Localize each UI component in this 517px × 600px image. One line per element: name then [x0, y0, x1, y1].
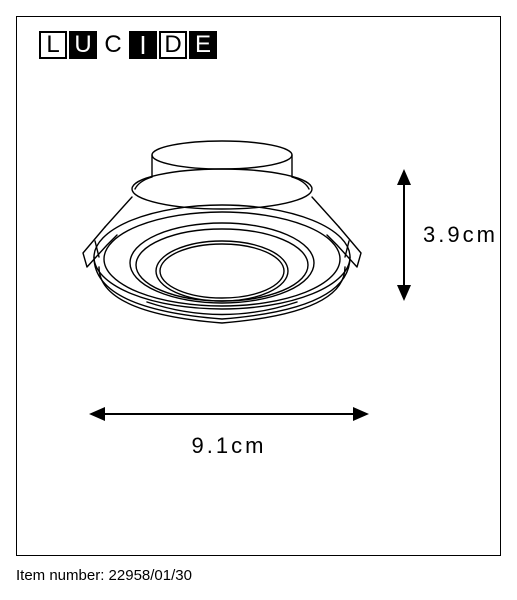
item-number-value: 22958/01/30 — [109, 567, 192, 584]
item-number: Item number: 22958/01/30 — [16, 567, 192, 584]
product-line-drawing — [77, 137, 367, 347]
dimension-width-arrow — [89, 407, 369, 421]
arrowhead-left-icon — [89, 407, 105, 421]
diagram-frame: L U C I D E — [16, 16, 501, 556]
page: L U C I D E — [0, 0, 517, 600]
logo-letter: D — [159, 31, 187, 59]
dimension-height: 3.9cm — [397, 169, 498, 301]
logo-letter: C — [99, 31, 127, 59]
diagram-area: 9.1cm 3.9cm — [17, 77, 502, 547]
dimension-width-label: 9.1cm — [192, 433, 267, 459]
brand-logo: L U C I D E — [39, 31, 217, 59]
logo-letter: L — [39, 31, 67, 59]
arrowhead-down-icon — [397, 285, 411, 301]
arrowhead-right-icon — [353, 407, 369, 421]
dimension-height-arrow — [397, 169, 411, 301]
dimension-line — [403, 185, 405, 285]
logo-letter: E — [189, 31, 217, 59]
dimension-line — [105, 413, 353, 415]
dimension-height-label: 3.9cm — [423, 222, 498, 248]
logo-letter: U — [69, 31, 97, 59]
arrowhead-up-icon — [397, 169, 411, 185]
logo-letter: I — [129, 31, 157, 59]
dimension-width: 9.1cm — [89, 407, 369, 459]
item-number-label: Item number: — [16, 567, 104, 584]
